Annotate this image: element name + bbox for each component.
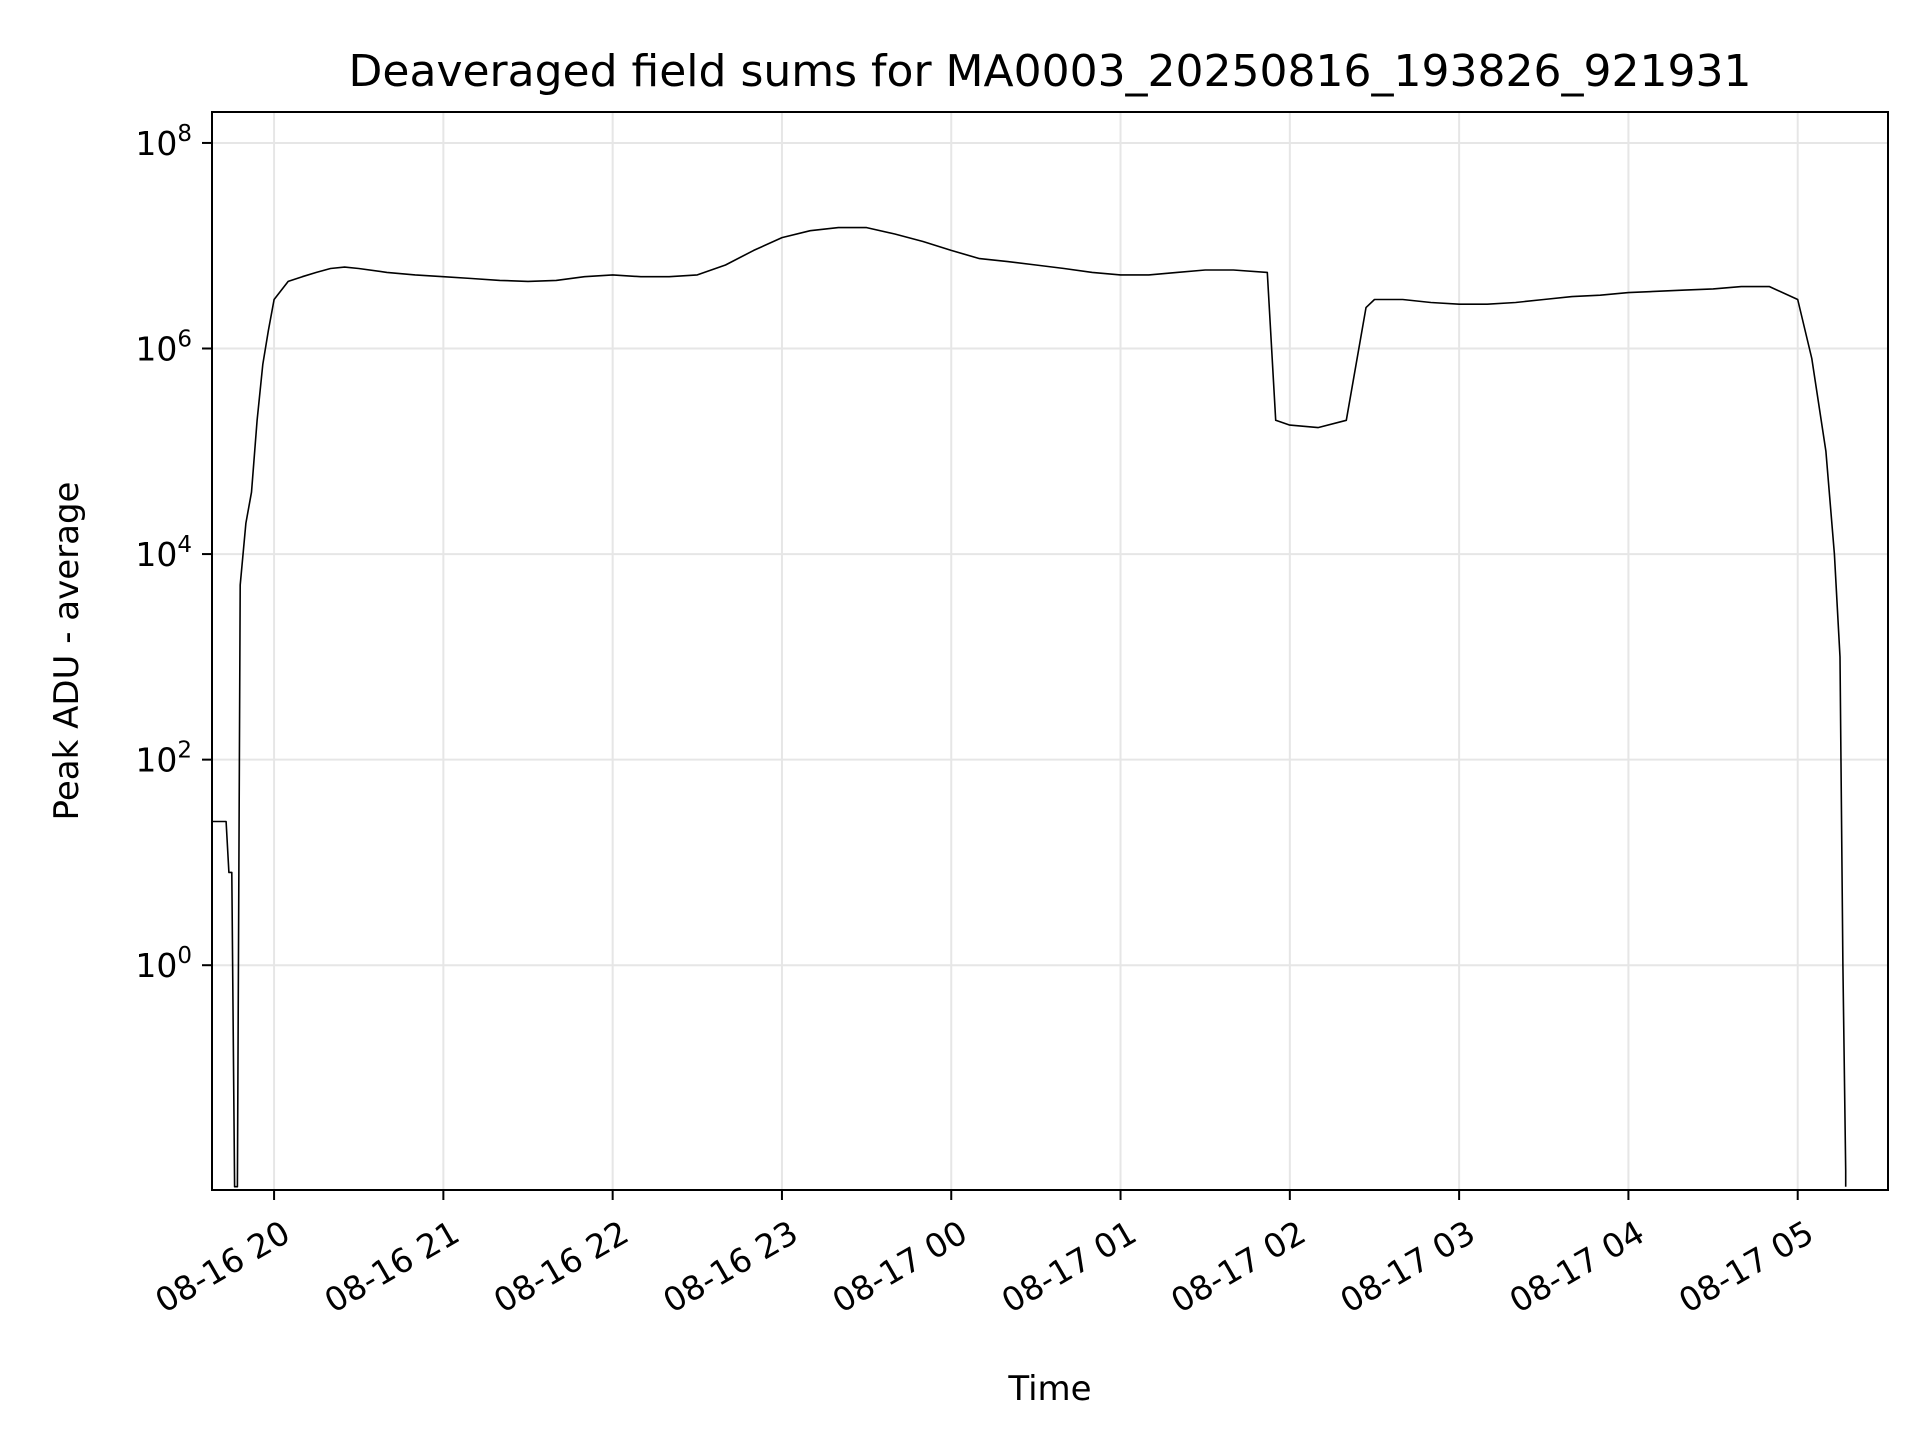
series-line <box>212 226 1847 1188</box>
x-tick-label: 08-17 05 <box>1672 1213 1820 1321</box>
y-axis-label: Peak ADU - average <box>47 482 87 821</box>
x-tick-label: 08-16 22 <box>487 1213 635 1321</box>
x-tick-label: 08-16 20 <box>148 1213 296 1321</box>
y-axis: 100 102 104 106 108 <box>135 121 212 985</box>
axes-frame <box>211 111 1889 1191</box>
chart-title: Deaveraged field sums for MA0003_2025081… <box>349 46 1752 97</box>
x-tick-label: 08-17 04 <box>1503 1213 1651 1321</box>
plot-area <box>212 226 1847 1188</box>
y-tick-label: 102 <box>135 738 192 780</box>
grid <box>212 112 1888 1190</box>
x-axis: 08-16 20 08-16 21 08-16 22 08-16 23 08-17 00… <box>148 1190 1820 1321</box>
y-tick-label: 108 <box>135 121 192 163</box>
y-tick-label: 104 <box>135 532 192 574</box>
y-tick-label: 100 <box>135 943 192 985</box>
x-tick-label: 08-17 00 <box>826 1213 974 1321</box>
x-tick-label: 08-17 03 <box>1334 1213 1482 1321</box>
x-axis-label: Time <box>1007 1369 1091 1409</box>
x-tick-label: 08-16 21 <box>318 1213 466 1321</box>
x-tick-label: 08-17 02 <box>1164 1213 1312 1321</box>
x-tick-label: 08-17 01 <box>995 1213 1143 1321</box>
y-tick-label: 106 <box>135 327 192 369</box>
x-tick-label: 08-16 23 <box>656 1213 804 1321</box>
